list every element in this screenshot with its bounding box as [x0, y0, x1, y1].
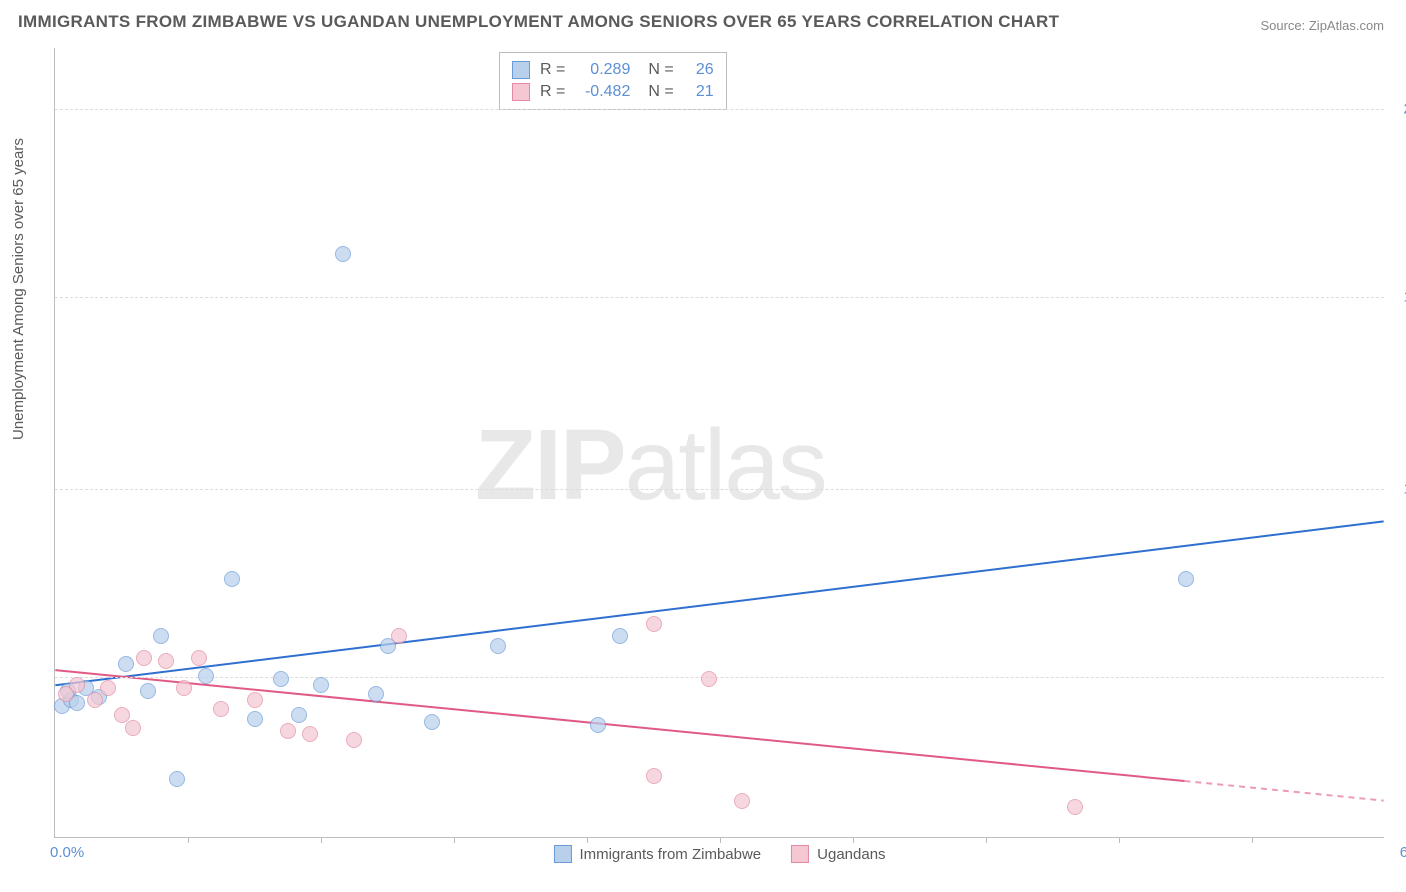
legend-item: Ugandans — [791, 845, 885, 863]
scatter-point — [87, 692, 103, 708]
scatter-point — [646, 616, 662, 632]
scatter-point — [213, 701, 229, 717]
chart-title: IMMIGRANTS FROM ZIMBABWE VS UGANDAN UNEM… — [18, 12, 1059, 32]
scatter-point — [224, 571, 240, 587]
x-tick — [853, 837, 854, 843]
gridline — [55, 297, 1384, 298]
legend-top: R = 0.289 N = 26 R = -0.482 N = 21 — [499, 52, 727, 110]
x-tick — [1252, 837, 1253, 843]
legend-label: Ugandans — [817, 846, 885, 863]
scatter-point — [100, 680, 116, 696]
stat-r-label: R = — [540, 61, 565, 79]
scatter-point — [701, 671, 717, 687]
scatter-point — [125, 720, 141, 736]
legend-bottom: Immigrants from Zimbabwe Ugandans — [553, 845, 885, 863]
legend-item: Immigrants from Zimbabwe — [553, 845, 761, 863]
scatter-point — [1178, 571, 1194, 587]
trend-line — [55, 670, 1184, 781]
x-tick — [587, 837, 588, 843]
scatter-point — [368, 686, 384, 702]
scatter-point — [646, 768, 662, 784]
legend-swatch — [791, 845, 809, 863]
scatter-point — [273, 671, 289, 687]
scatter-point — [335, 246, 351, 262]
legend-swatch — [512, 83, 530, 101]
x-tick-max: 6.0% — [1400, 844, 1406, 861]
plot-area: ZIPatlas R =0.289N =26R =-0.482N =21 0.0… — [54, 48, 1384, 838]
scatter-point — [302, 726, 318, 742]
x-tick-origin: 0.0% — [50, 844, 84, 861]
trend-line-extrapolated — [1184, 781, 1383, 801]
legend-stat-row: R = 0.289 N = 26 — [512, 59, 714, 81]
scatter-point — [734, 793, 750, 809]
scatter-point — [313, 677, 329, 693]
scatter-point — [69, 677, 85, 693]
scatter-point — [118, 656, 134, 672]
scatter-point — [247, 711, 263, 727]
scatter-point — [280, 723, 296, 739]
scatter-point — [590, 717, 606, 733]
scatter-point — [153, 628, 169, 644]
legend-stat-row: R = -0.482 N = 21 — [512, 81, 714, 103]
scatter-point — [247, 692, 263, 708]
trend-line — [55, 521, 1383, 685]
scatter-point — [1067, 799, 1083, 815]
scatter-point — [191, 650, 207, 666]
y-axis-label: Unemployment Among Seniors over 65 years — [10, 138, 27, 440]
gridline — [55, 489, 1384, 490]
x-tick — [321, 837, 322, 843]
legend-label: Immigrants from Zimbabwe — [579, 846, 761, 863]
x-tick — [1119, 837, 1120, 843]
x-tick — [986, 837, 987, 843]
stat-n-label: N = — [648, 61, 673, 79]
scatter-point — [158, 653, 174, 669]
scatter-point — [176, 680, 192, 696]
gridline — [55, 109, 1384, 110]
scatter-point — [198, 668, 214, 684]
scatter-point — [612, 628, 628, 644]
source-label: Source: ZipAtlas.com — [1260, 18, 1384, 33]
stat-n-value: 21 — [684, 83, 714, 101]
x-tick — [188, 837, 189, 843]
gridline — [55, 677, 1384, 678]
stat-n-value: 26 — [684, 61, 714, 79]
legend-swatch — [553, 845, 571, 863]
scatter-point — [169, 771, 185, 787]
stat-r-value: 0.289 — [575, 61, 630, 79]
scatter-point — [391, 628, 407, 644]
stat-r-label: R = — [540, 83, 565, 101]
scatter-point — [136, 650, 152, 666]
stat-n-label: N = — [648, 83, 673, 101]
x-tick — [454, 837, 455, 843]
scatter-point — [140, 683, 156, 699]
scatter-point — [346, 732, 362, 748]
x-tick — [720, 837, 721, 843]
legend-swatch — [512, 61, 530, 79]
scatter-point — [424, 714, 440, 730]
scatter-point — [291, 707, 307, 723]
stat-r-value: -0.482 — [575, 83, 630, 101]
scatter-point — [490, 638, 506, 654]
